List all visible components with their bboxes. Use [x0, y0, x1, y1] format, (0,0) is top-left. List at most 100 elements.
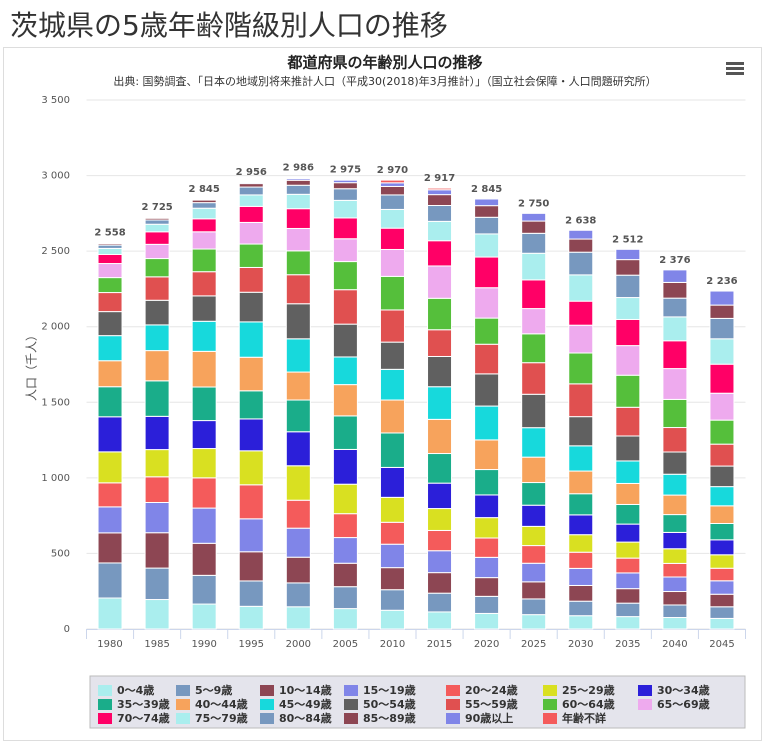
bar-segment	[710, 618, 734, 629]
bar-segment	[239, 322, 263, 357]
bar-segment	[569, 515, 593, 535]
bar-segment	[380, 467, 404, 497]
bar-segment	[475, 374, 499, 406]
legend-item[interactable]: 35〜39歳	[98, 697, 170, 711]
legend-label: 70〜74歳	[117, 711, 170, 725]
bar-segment	[710, 420, 734, 444]
bar-segment	[663, 605, 687, 618]
bar-segment	[286, 607, 310, 629]
bar-segment	[192, 296, 216, 321]
legend-item[interactable]: 75〜79歳	[176, 711, 248, 725]
bar-segment	[616, 260, 640, 276]
legend-item[interactable]: 45〜49歳	[260, 697, 332, 711]
bar-segment	[192, 208, 216, 219]
legend-item[interactable]: 85〜89歳	[344, 711, 416, 725]
legend-item[interactable]: 65〜69歳	[638, 697, 710, 711]
y-tick-label: 2 500	[41, 246, 70, 257]
bar-segment	[98, 387, 122, 417]
legend-swatch	[446, 699, 460, 710]
bar-segment	[616, 319, 640, 345]
legend-item[interactable]: 80〜84歳	[260, 711, 332, 725]
legend-label: 55〜59歳	[465, 697, 518, 711]
bar-segment	[428, 573, 452, 594]
bar-segment	[428, 205, 452, 221]
bar-segment	[98, 533, 122, 563]
bar-segment	[522, 428, 546, 457]
bar-segment	[239, 267, 263, 292]
bar-segment	[569, 616, 593, 629]
legend-item[interactable]: 5〜9歳	[176, 683, 232, 697]
legend-swatch	[98, 699, 112, 710]
legend-swatch	[176, 699, 190, 710]
bar-segment	[286, 275, 310, 304]
legend-item[interactable]: 70〜74歳	[98, 711, 170, 725]
bar-segment	[239, 195, 263, 206]
legend-item[interactable]: 20〜24歳	[446, 683, 518, 697]
bar-segment	[616, 504, 640, 524]
bar-segment	[616, 558, 640, 573]
bar-segment	[333, 538, 357, 564]
bar-segment	[428, 356, 452, 386]
bar-segment	[522, 483, 546, 506]
legend-item[interactable]: 15〜19歳	[344, 683, 416, 697]
bar-segment	[616, 298, 640, 320]
legend-item[interactable]: 90歳以上	[446, 711, 513, 725]
bar-segment	[98, 264, 122, 278]
legend-label: 50〜54歳	[363, 697, 416, 711]
legend-item[interactable]: 60〜64歳	[543, 697, 615, 711]
legend-item[interactable]: 55〜59歳	[446, 697, 518, 711]
bar-segment	[663, 474, 687, 495]
bar-segment	[475, 344, 499, 374]
bar-segment	[475, 318, 499, 344]
legend-label: 80〜84歳	[279, 711, 332, 725]
chart-title: 都道府県の年齢別人口の推移	[286, 54, 482, 72]
menu-button[interactable]	[726, 62, 744, 75]
bar-segment	[475, 288, 499, 318]
legend-item[interactable]: 50〜54歳	[344, 697, 416, 711]
legend-item[interactable]: 25〜29歳	[543, 683, 615, 697]
bar-segment	[428, 241, 452, 266]
bar-segment	[475, 613, 499, 629]
stack-label: 2 638	[565, 215, 596, 226]
bar-segment	[192, 321, 216, 351]
menu-bar	[726, 72, 744, 75]
legend-item[interactable]: 年齢不詳	[543, 711, 606, 725]
bar-segment	[239, 451, 263, 485]
legend-item[interactable]: 30〜34歳	[638, 683, 710, 697]
bar-segment	[663, 577, 687, 592]
bar-segment	[663, 317, 687, 341]
legend-item[interactable]: 10〜14歳	[260, 683, 332, 697]
legend-swatch	[98, 685, 112, 696]
bar-segment	[710, 444, 734, 466]
bar-segment	[145, 325, 169, 351]
stack-label: 2 986	[283, 163, 314, 174]
bar-segment	[192, 449, 216, 478]
bar-segment	[145, 502, 169, 532]
x-tick-label: 1980	[97, 639, 122, 650]
bar-segment	[522, 505, 546, 526]
bar-segment	[192, 232, 216, 249]
bar-segment	[333, 416, 357, 450]
legend-item[interactable]: 40〜44歳	[176, 697, 248, 711]
bar-segment	[569, 353, 593, 384]
bar-segment	[380, 183, 404, 187]
bar-segment	[663, 532, 687, 548]
bar-segment	[616, 275, 640, 297]
bar-segment	[145, 232, 169, 245]
bar-segment	[428, 266, 452, 298]
stack-label: 2 512	[612, 234, 643, 245]
bar-segment	[522, 213, 546, 221]
bar-segment	[333, 290, 357, 324]
legend-item[interactable]: 0〜4歳	[98, 683, 154, 697]
legend-label: 5〜9歳	[195, 683, 232, 697]
bar-segment	[333, 189, 357, 201]
bar-segment	[428, 387, 452, 420]
bar-segment	[333, 239, 357, 262]
bar-segment	[569, 552, 593, 568]
legend-label: 0〜4歳	[117, 683, 154, 697]
legend-swatch	[176, 685, 190, 696]
bar-segment	[522, 334, 546, 363]
bar-segment	[192, 249, 216, 272]
menu-bar	[726, 67, 744, 70]
bar-segment	[663, 563, 687, 577]
